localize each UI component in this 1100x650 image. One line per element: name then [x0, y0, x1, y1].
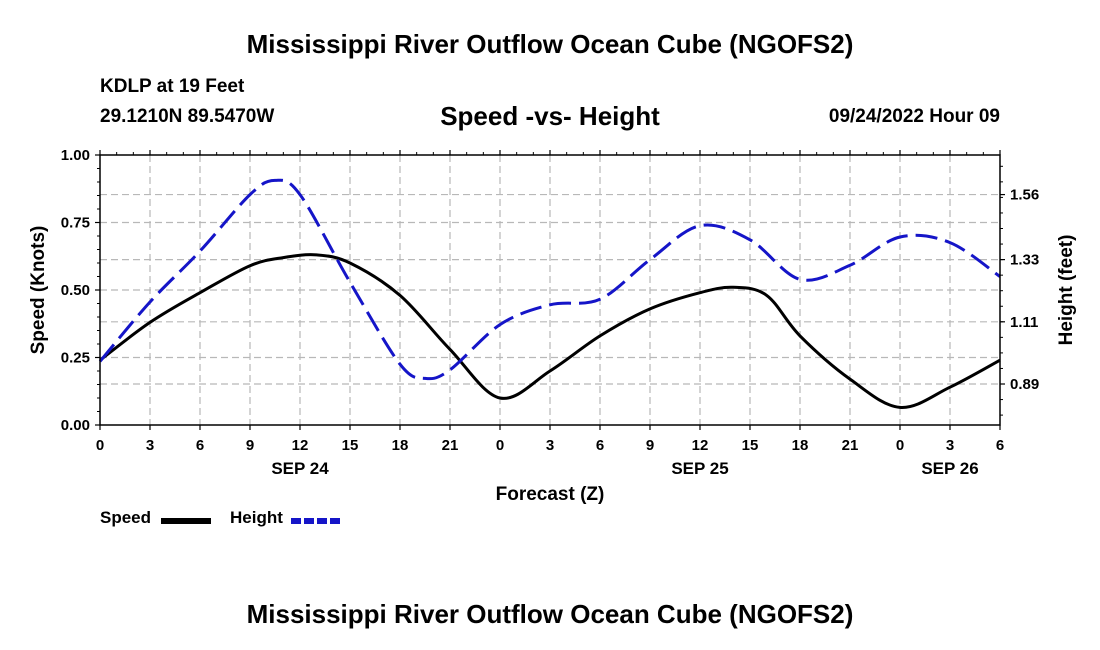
- legend-speed-swatch: [161, 518, 211, 524]
- y-tick-label: 0.00: [61, 417, 90, 434]
- x-tick-label: 0: [96, 437, 104, 454]
- y2-tick-label: 1.33: [1010, 252, 1039, 269]
- y-tick-label: 0.75: [61, 215, 90, 232]
- grid-layer: [100, 155, 1000, 425]
- x-tick-label: 15: [742, 437, 759, 454]
- legend-height-swatch: [291, 518, 341, 524]
- x-date-label: SEP 24: [271, 459, 329, 478]
- y-tick-label: 0.50: [61, 282, 90, 299]
- legend-speed-label: Speed: [100, 508, 152, 527]
- x-axis-title: Forecast (Z): [496, 484, 605, 505]
- x-date-label: SEP 26: [921, 459, 978, 478]
- series-layer: [98, 178, 1001, 409]
- x-tick-label: 21: [442, 437, 459, 454]
- x-tick-label: 3: [546, 437, 554, 454]
- y2-tick-label: 1.56: [1010, 187, 1039, 204]
- height-series-line: [98, 178, 1001, 381]
- legend-height-label: Height: [230, 508, 283, 527]
- speed-series-line: [99, 253, 1001, 409]
- y2-tick-label: 1.11: [1010, 314, 1038, 331]
- x-date-label: SEP 25: [671, 459, 728, 478]
- x-tick-label: 3: [146, 437, 154, 454]
- x-tick-label: 12: [292, 437, 309, 454]
- x-tick-label: 6: [996, 437, 1004, 454]
- x-tick-label: 0: [896, 437, 904, 454]
- y-tick-label: 0.25: [61, 350, 90, 367]
- y2-tick-label: 0.89: [1010, 376, 1039, 393]
- x-tick-label: 0: [496, 437, 504, 454]
- x-tick-label: 6: [196, 437, 204, 454]
- axes-layer: 0 3 6 9 12 15 18 21 0 3 6 9 12 15 18 21 0 3 6 SEP 24 SEP 25 S…: [61, 147, 1039, 478]
- x-tick-label: 6: [596, 437, 604, 454]
- main-title: Mississippi River Outflow Ocean Cube (NG…: [246, 29, 854, 59]
- x-tick-label: 18: [792, 437, 809, 454]
- x-tick-label: 15: [342, 437, 359, 454]
- chart-subtitle: Speed -vs- Height: [440, 101, 660, 131]
- x-tick-label: 21: [842, 437, 859, 454]
- x-tick-label: 9: [246, 437, 254, 454]
- x-tick-label: 3: [946, 437, 954, 454]
- y-tick-label: 1.00: [61, 147, 90, 164]
- forecast-datetime: 09/24/2022 Hour 09: [828, 106, 1000, 127]
- y-axis-title: Speed (Knots): [28, 226, 49, 355]
- station-coordinates: 29.1210N 89.5470W: [100, 106, 275, 127]
- x-tick-label: 9: [646, 437, 654, 454]
- station-label: KDLP at 19 Feet: [100, 76, 245, 97]
- y2-axis-title: Height (feet): [1056, 235, 1077, 346]
- x-tick-label: 12: [692, 437, 709, 454]
- x-tick-label: 18: [392, 437, 409, 454]
- bottom-title: Mississippi River Outflow Ocean Cube (NG…: [246, 599, 854, 629]
